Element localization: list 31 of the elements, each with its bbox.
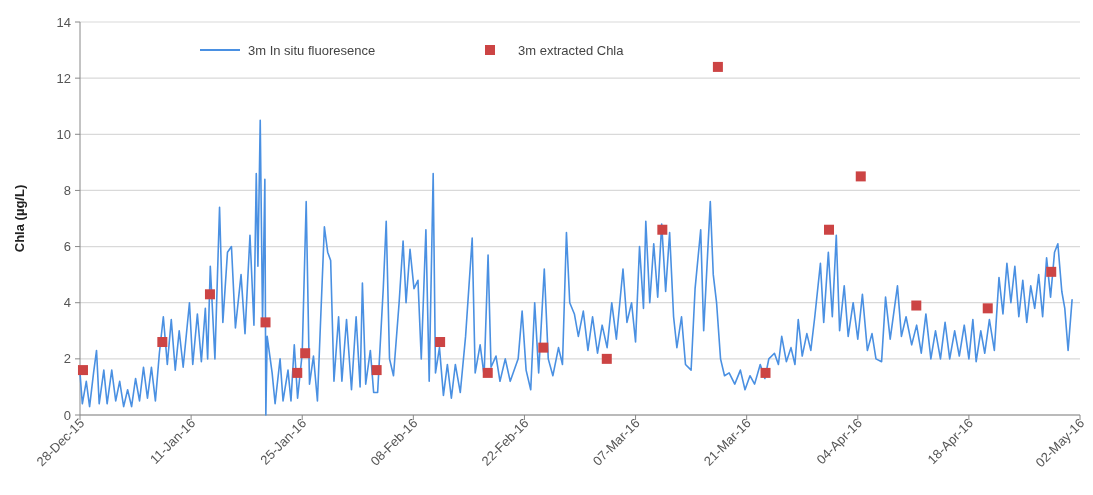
y-tick-label: 4 — [63, 295, 71, 311]
y-axis-title: Chla (µg/L) — [12, 184, 27, 253]
point — [157, 337, 168, 348]
legend-label: 3m extracted Chla — [518, 42, 625, 58]
point — [712, 61, 723, 72]
point — [435, 337, 446, 348]
point — [657, 224, 668, 235]
point — [204, 289, 215, 300]
point — [911, 300, 922, 311]
y-tick-label: 8 — [63, 182, 71, 198]
point — [538, 342, 549, 353]
point — [824, 224, 835, 235]
y-tick-label: 6 — [63, 239, 71, 255]
y-tick-label: 10 — [56, 126, 71, 142]
point — [982, 303, 993, 314]
line-series — [79, 119, 1073, 416]
y-tick-label: 12 — [56, 70, 71, 86]
point — [260, 317, 271, 328]
point — [855, 171, 866, 182]
point — [371, 365, 382, 376]
point — [1046, 266, 1057, 277]
y-tick-label: 14 — [56, 14, 71, 30]
point — [77, 365, 88, 376]
y-tick-label: 0 — [63, 407, 71, 423]
legend-label: 3m In situ fluoresence — [248, 42, 376, 58]
point — [601, 353, 612, 364]
point — [292, 367, 303, 378]
y-tick-label: 2 — [63, 351, 71, 367]
point — [300, 348, 311, 359]
point — [760, 367, 771, 378]
point — [482, 367, 493, 378]
